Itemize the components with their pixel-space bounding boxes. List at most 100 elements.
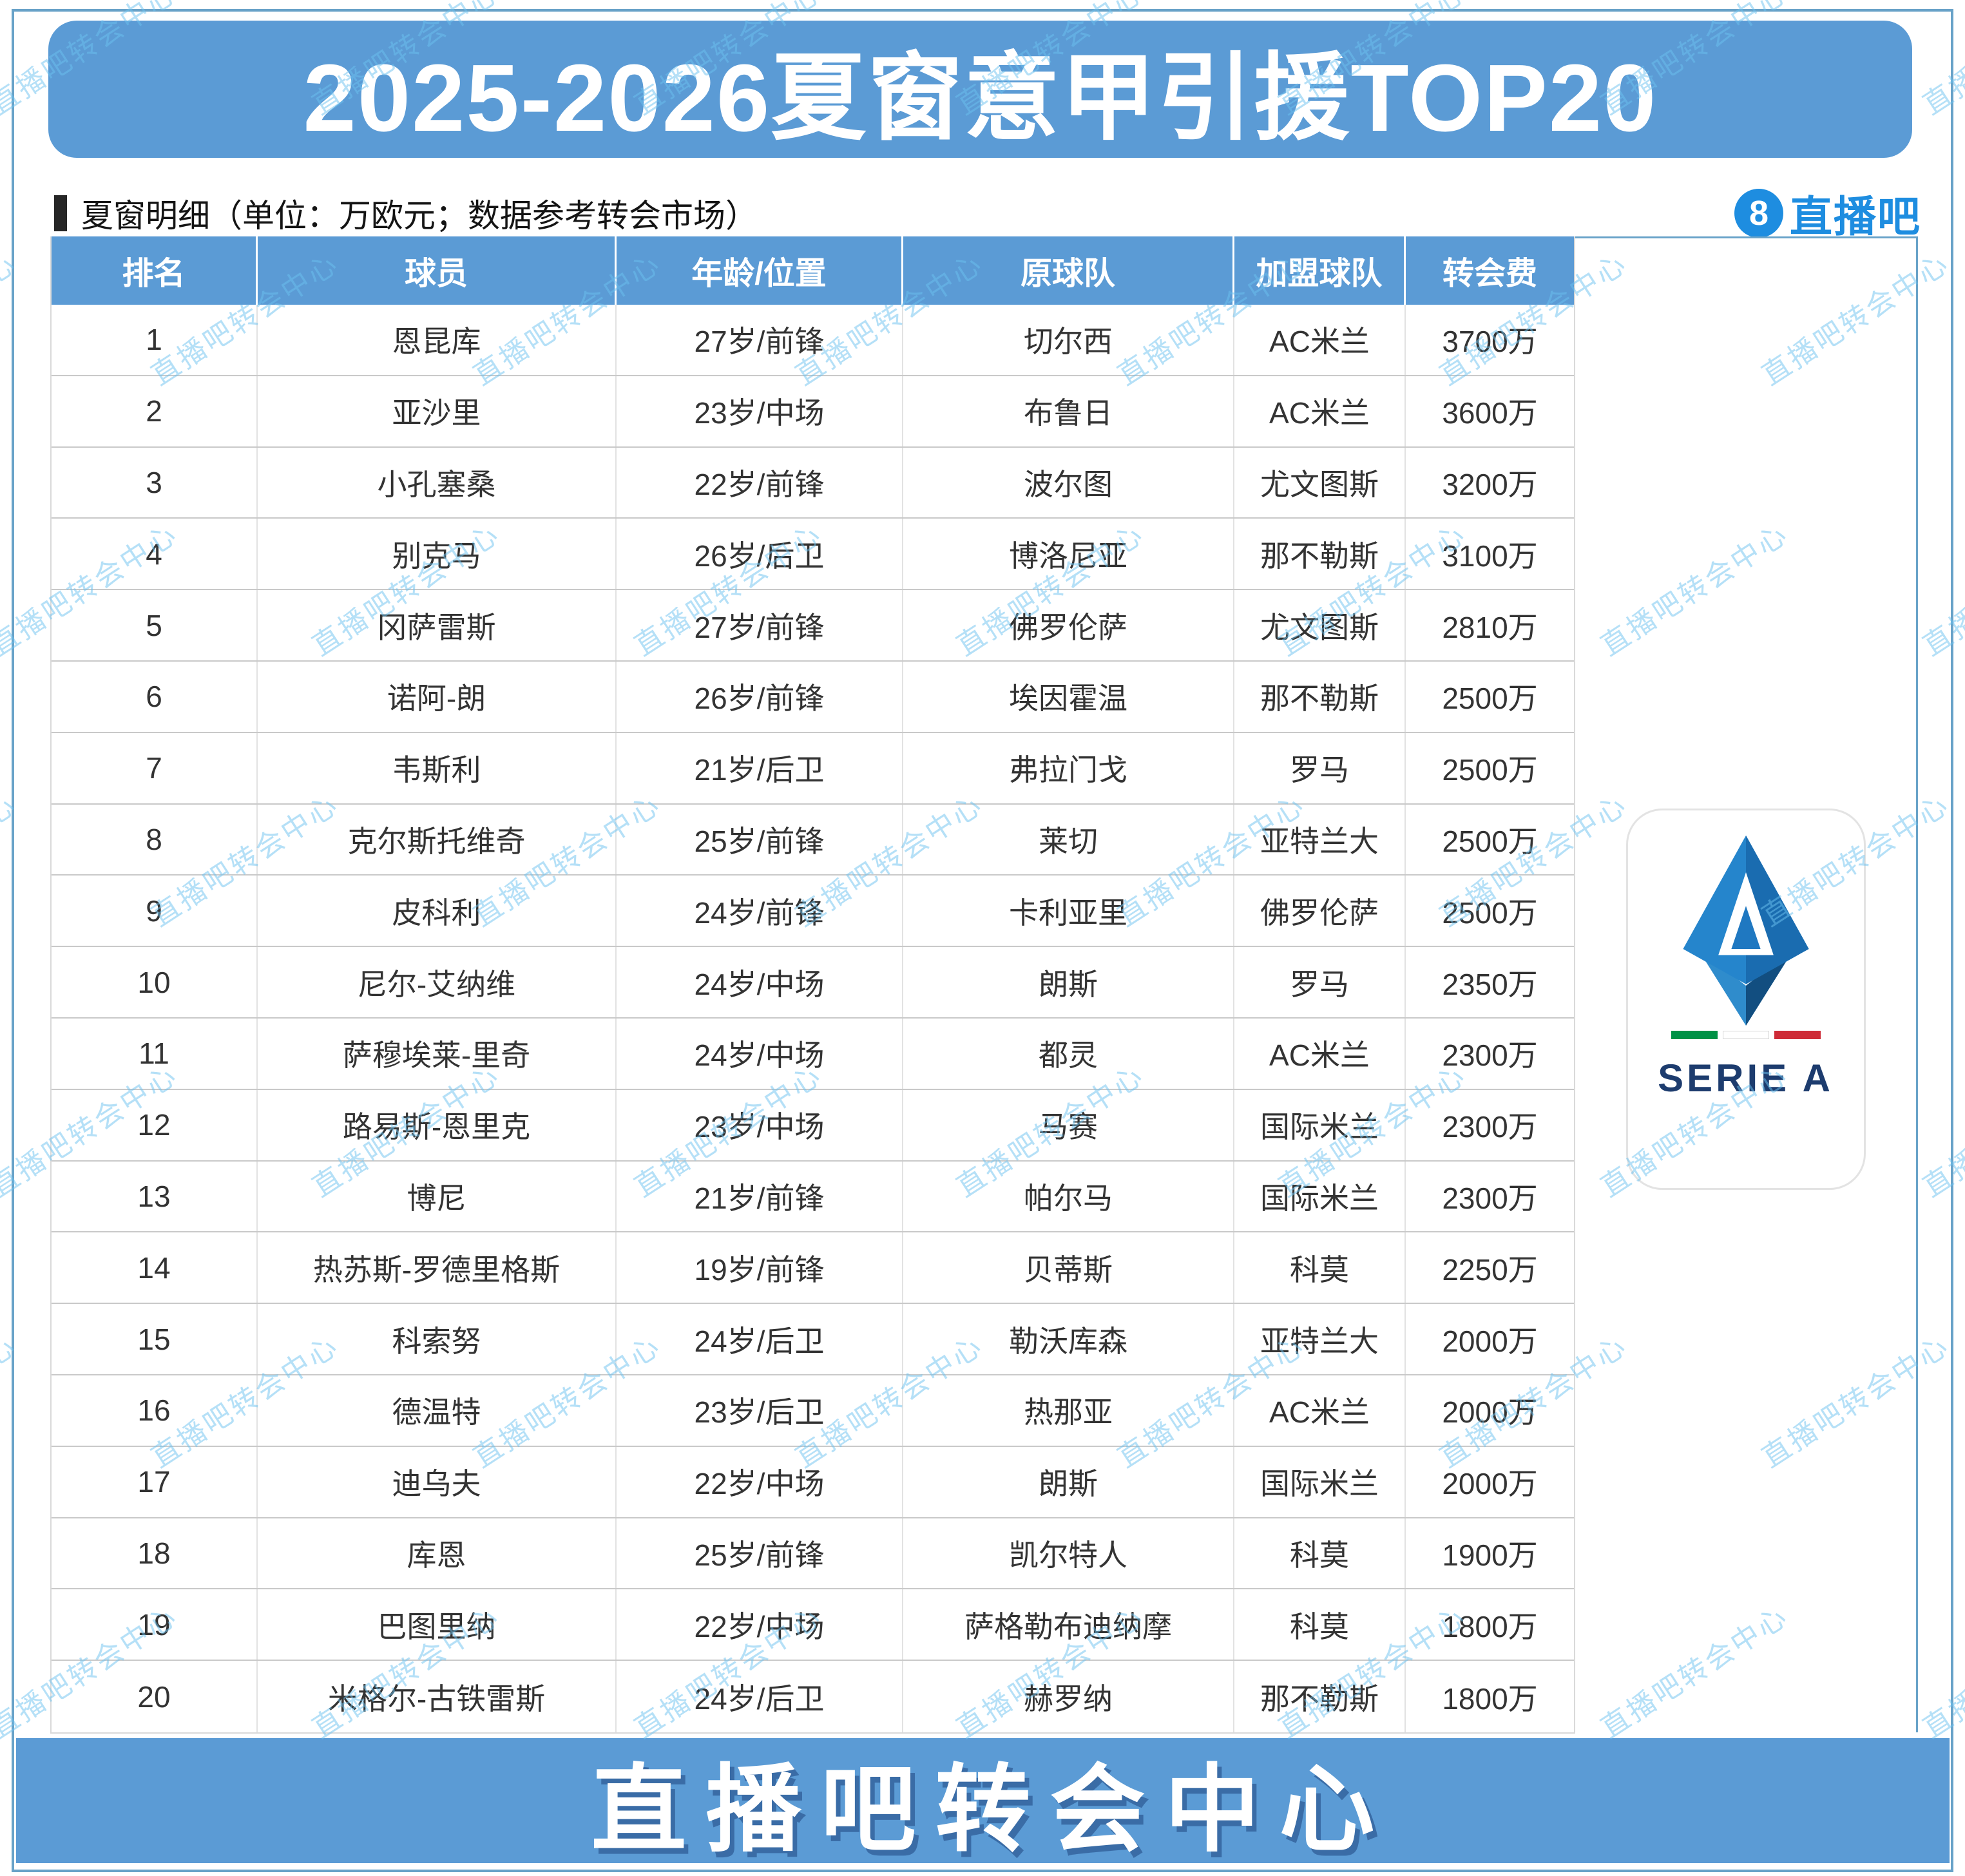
page-title: 2025-2026夏窗意甲引援TOP20 — [303, 45, 1658, 151]
cell-player: 萨穆埃莱-里奇 — [258, 1018, 617, 1089]
cell-rank: 4 — [52, 519, 258, 589]
cell-fee: 2500万 — [1442, 753, 1538, 787]
watermark-text: 直播吧转会中心 — [142, 1864, 346, 1876]
watermark-text: 直播吧转会中心 — [1917, 517, 1965, 662]
cell-from-club: 朗斯 — [903, 947, 1234, 1017]
cell-from-club: 凯尔特人 — [903, 1518, 1234, 1589]
cell-from-club: 波尔图 — [903, 447, 1234, 518]
cell-fee: 3700万 — [1442, 325, 1538, 359]
table-row: 13 博尼 21岁/前锋 帕尔马 国际米兰 2300万 — [52, 1161, 1574, 1233]
zhiboba-8-icon: 8 — [1734, 189, 1783, 238]
cell-player: 德温特 — [258, 1375, 617, 1446]
cell-fee: 2000万 — [1442, 1324, 1538, 1358]
cell-to-club: 国际米兰 — [1234, 1089, 1406, 1160]
cell-fee: 3200万 — [1442, 467, 1538, 501]
footer-banner: 直播吧转会中心 — [16, 1738, 1950, 1863]
table-row: 15 科索努 24岁/后卫 勒沃库森 亚特兰大 2000万 — [52, 1304, 1574, 1375]
cell-age-position: 26岁/前锋 — [617, 661, 903, 732]
table-header: 排名 球员 年龄/位置 原球队 加盟球队 转会费 — [52, 236, 1574, 305]
table-row: 12 路易斯-恩里克 23岁/中场 马赛 国际米兰 2300万 — [52, 1089, 1574, 1162]
cell-from-club: 埃因霍温 — [903, 661, 1234, 732]
cell-age-position: 25岁/前锋 — [617, 1518, 903, 1589]
cell-from-club: 都灵 — [903, 1018, 1234, 1089]
cell-fee: 2500万 — [1442, 895, 1538, 930]
cell-to-club: 科莫 — [1234, 1589, 1406, 1660]
cell-rank: 16 — [52, 1375, 258, 1446]
table-row: 20 米格尔-古铁雷斯 24岁/后卫 赫罗纳 那不勒斯 1800万 — [52, 1661, 1574, 1732]
header-cell-from-club: 原球队 — [903, 236, 1234, 305]
table-row: 6 诺阿-朗 26岁/前锋 埃因霍温 那不勒斯 2500万 — [52, 661, 1574, 733]
table-row: 1 恩昆库 27岁/前锋 切尔西 AC米兰 3700万 — [52, 305, 1574, 376]
cell-to-club: 罗马 — [1234, 947, 1406, 1017]
table-row: 11 萨穆埃莱-里奇 24岁/中场 都灵 AC米兰 2300万 — [52, 1018, 1574, 1090]
cell-rank: 18 — [52, 1518, 258, 1589]
cell-player: 别克马 — [258, 519, 617, 589]
cell-to-club: 国际米兰 — [1234, 1446, 1406, 1517]
cell-player: 诺阿-朗 — [258, 661, 617, 732]
cell-age-position: 24岁/后卫 — [617, 1661, 903, 1732]
cell-from-club: 卡利亚里 — [903, 876, 1234, 946]
cell-fee: 2810万 — [1442, 610, 1538, 644]
table-row: 4 别克马 26岁/后卫 博洛尼亚 那不勒斯 3100万 — [52, 519, 1574, 591]
cell-player: 热苏斯-罗德里格斯 — [258, 1232, 617, 1303]
cell-age-position: 24岁/中场 — [617, 947, 903, 1017]
cell-fee: 3100万 — [1442, 539, 1538, 573]
cell-rank: 10 — [52, 947, 258, 1017]
cell-rank: 2 — [52, 376, 258, 446]
cell-to-club: 那不勒斯 — [1234, 1661, 1406, 1732]
watermark-text: 直播吧转会中心 — [0, 1864, 23, 1876]
cell-age-position: 24岁/前锋 — [617, 876, 903, 946]
header-cell-player: 球员 — [258, 236, 617, 305]
cell-rank: 3 — [52, 447, 258, 518]
cell-fee: 2300万 — [1442, 1038, 1538, 1073]
cell-player: 皮科利 — [258, 876, 617, 946]
flag-red-segment — [1774, 1031, 1821, 1039]
table-row: 16 德温特 23岁/后卫 热那亚 AC米兰 2000万 — [52, 1375, 1574, 1447]
cell-player: 库恩 — [258, 1518, 617, 1589]
cell-player: 科索努 — [258, 1304, 617, 1374]
cell-fee: 2500万 — [1442, 824, 1538, 858]
cell-from-club: 博洛尼亚 — [903, 519, 1234, 589]
cell-rank: 5 — [52, 590, 258, 660]
cell-rank: 17 — [52, 1446, 258, 1517]
cell-rank: 12 — [52, 1089, 258, 1160]
cell-rank: 8 — [52, 804, 258, 875]
cell-to-club: 尤文图斯 — [1234, 590, 1406, 660]
cell-from-club: 莱切 — [903, 804, 1234, 875]
cell-rank: 7 — [52, 732, 258, 803]
cell-to-club: 罗马 — [1234, 732, 1406, 803]
cell-rank: 13 — [52, 1161, 258, 1232]
cell-from-club: 萨格勒布迪纳摩 — [903, 1589, 1234, 1660]
header-cell-age-position: 年龄/位置 — [617, 236, 903, 305]
cell-age-position: 24岁/中场 — [617, 1018, 903, 1089]
header-cell-to-club: 加盟球队 — [1234, 236, 1406, 305]
cell-age-position: 22岁/前锋 — [617, 447, 903, 518]
cell-rank: 15 — [52, 1304, 258, 1374]
cell-age-position: 23岁/中场 — [617, 376, 903, 446]
zhiboba-logo-text: 直播吧 — [1790, 193, 1921, 240]
cell-fee: 2000万 — [1442, 1395, 1538, 1430]
cell-from-club: 赫罗纳 — [903, 1661, 1234, 1732]
cell-from-club: 帕尔马 — [903, 1161, 1234, 1232]
flag-green-segment — [1671, 1031, 1718, 1039]
cell-age-position: 22岁/中场 — [617, 1446, 903, 1517]
watermark-text: 直播吧转会中心 — [0, 1329, 23, 1474]
cell-fee: 2250万 — [1442, 1252, 1538, 1287]
cell-rank: 14 — [52, 1232, 258, 1303]
cell-age-position: 27岁/前锋 — [617, 590, 903, 660]
watermark-text: 直播吧转会中心 — [0, 247, 23, 392]
cell-age-position: 27岁/前锋 — [617, 305, 903, 375]
cell-age-position: 23岁/中场 — [617, 1089, 903, 1160]
cell-player: 博尼 — [258, 1161, 617, 1232]
cell-rank: 1 — [52, 305, 258, 375]
cell-player: 米格尔-古铁雷斯 — [258, 1661, 617, 1732]
cell-to-club: 科莫 — [1234, 1232, 1406, 1303]
cell-fee: 1800万 — [1442, 1681, 1538, 1716]
cell-to-club: 国际米兰 — [1234, 1161, 1406, 1232]
table-row: 18 库恩 25岁/前锋 凯尔特人 科莫 1900万 — [52, 1518, 1574, 1590]
cell-from-club: 朗斯 — [903, 1446, 1234, 1517]
cell-to-club: AC米兰 — [1234, 305, 1406, 375]
cell-to-club: 佛罗伦萨 — [1234, 876, 1406, 946]
serie-a-wordmark: SERIE A — [1658, 1057, 1834, 1100]
